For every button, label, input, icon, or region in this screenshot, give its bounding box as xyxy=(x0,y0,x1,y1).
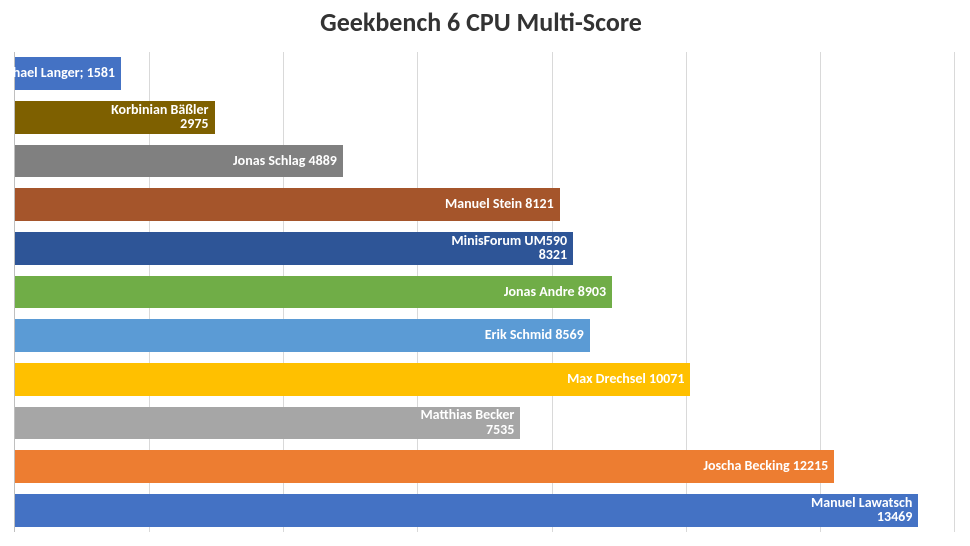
bars-layer: Michael Langer; 1581 Korbinian Bäßler 297… xyxy=(15,52,954,532)
bar-row: Joscha Becking 12215 xyxy=(15,445,954,489)
bar-row: Max Drechsel 10071 xyxy=(15,357,954,401)
chart-container: Geekbench 6 CPU Multi-Score Michael Lang… xyxy=(0,0,970,546)
bar-label: Joscha Becking 12215 xyxy=(703,459,828,474)
bar-row: Korbinian Bäßler 2975 xyxy=(15,96,954,140)
bar-label: Manuel Lawatsch 13469 xyxy=(811,496,912,525)
bar: Erik Schmid 8569 xyxy=(15,319,590,352)
bar-label: Jonas Andre 8903 xyxy=(504,285,606,300)
bar-row: Manuel Lawatsch 13469 xyxy=(15,488,954,532)
bar: Max Drechsel 10071 xyxy=(15,363,690,396)
bar-row: Matthias Becker 7535 xyxy=(15,401,954,445)
bar: MinisForum UM590 8321 xyxy=(15,232,573,265)
bar-label: Max Drechsel 10071 xyxy=(567,372,684,387)
bar-row: Manuel Stein 8121 xyxy=(15,183,954,227)
bar-label: Korbinian Bäßler 2975 xyxy=(111,103,208,132)
bar-row: Erik Schmid 8569 xyxy=(15,314,954,358)
bar-row: Michael Langer; 1581 xyxy=(15,52,954,96)
bar-label: Manuel Stein 8121 xyxy=(445,197,554,212)
bar-label: Erik Schmid 8569 xyxy=(485,328,584,343)
bar: Jonas Andre 8903 xyxy=(15,276,612,309)
grid-line xyxy=(954,52,955,532)
bar-row: Jonas Schlag 4889 xyxy=(15,139,954,183)
bar-label: Jonas Schlag 4889 xyxy=(233,154,337,169)
bar: Korbinian Bäßler 2975 xyxy=(15,101,215,134)
bar-label: MinisForum UM590 8321 xyxy=(451,234,567,263)
bar: Manuel Stein 8121 xyxy=(15,188,560,221)
bar: Joscha Becking 12215 xyxy=(15,450,834,483)
bar-row: MinisForum UM590 8321 xyxy=(15,227,954,271)
plot-area: Michael Langer; 1581 Korbinian Bäßler 297… xyxy=(14,52,954,532)
bar: Michael Langer; 1581 xyxy=(15,57,121,90)
bar: Jonas Schlag 4889 xyxy=(15,145,343,178)
bar-row: Jonas Andre 8903 xyxy=(15,270,954,314)
chart-title: Geekbench 6 CPU Multi-Score xyxy=(4,6,958,38)
bar: Manuel Lawatsch 13469 xyxy=(15,494,918,527)
bar-label: Michael Langer; 1581 xyxy=(0,66,115,81)
bar-label: Matthias Becker 7535 xyxy=(420,408,514,437)
bar: Matthias Becker 7535 xyxy=(15,407,520,440)
